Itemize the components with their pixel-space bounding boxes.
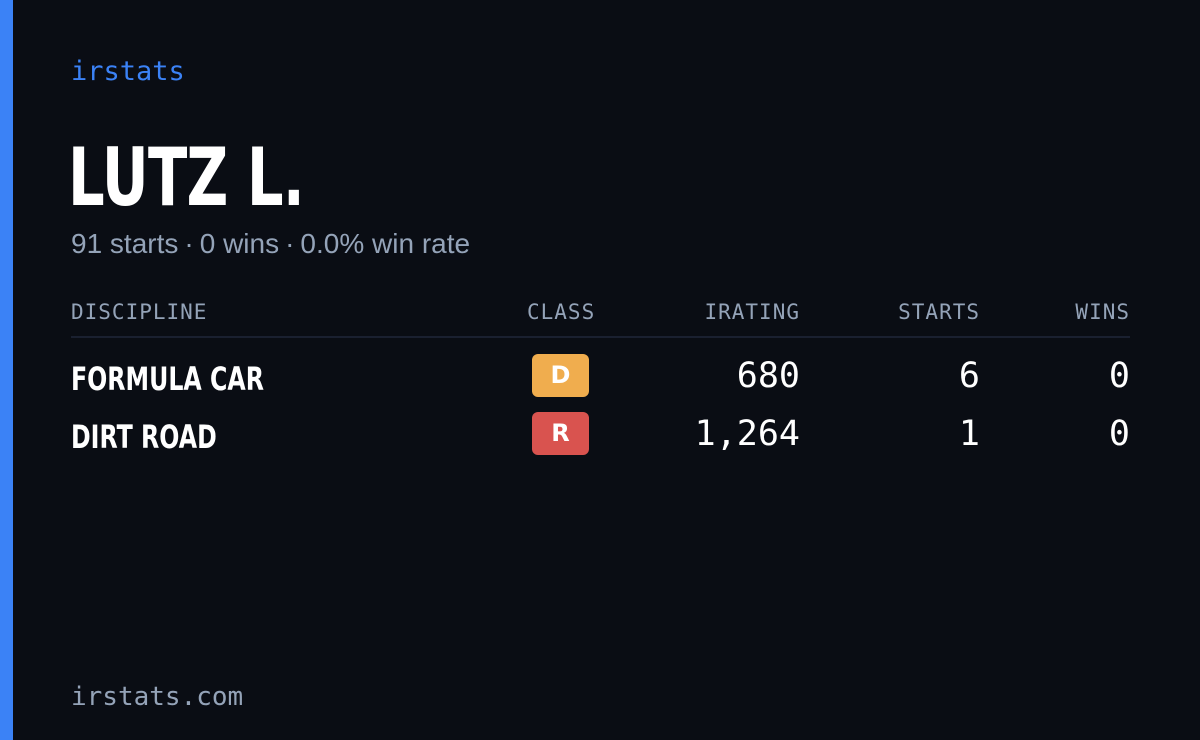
header-divider: [71, 336, 1130, 338]
irating-value: 1,264: [694, 414, 800, 454]
accent-bar: [0, 0, 13, 740]
wins-value: 0: [1108, 414, 1130, 454]
header-irating: IRATING: [704, 300, 800, 324]
table-row: DIRT ROAD R 1,264 1 0: [0, 412, 1200, 462]
starts-value: 1: [958, 414, 980, 454]
driver-summary: 91 starts · 0 wins · 0.0% win rate: [71, 228, 470, 260]
discipline-name: DIRT ROAD: [71, 418, 217, 456]
summary-win-rate: 0.0% win rate: [300, 228, 471, 259]
header-wins: WINS: [1075, 300, 1130, 324]
irating-value: 680: [736, 356, 800, 396]
license-class-badge: R: [532, 412, 589, 455]
discipline-name: FORMULA CAR: [71, 360, 264, 398]
starts-value: 6: [958, 356, 980, 396]
summary-wins: 0 wins: [199, 228, 280, 259]
summary-starts: 91 starts: [71, 228, 179, 259]
footer-url: irstats.com: [71, 682, 244, 712]
header-discipline: DISCIPLINE: [71, 300, 208, 324]
table-row: FORMULA CAR D 680 6 0: [0, 354, 1200, 404]
brand-logo: irstats: [71, 56, 185, 87]
summary-separator: ·: [184, 228, 194, 259]
driver-name: LUTZ L.: [68, 131, 305, 224]
wins-value: 0: [1108, 356, 1130, 396]
license-class-badge: D: [532, 354, 589, 397]
header-class: CLASS: [527, 300, 596, 324]
summary-separator: ·: [285, 228, 295, 259]
header-starts: STARTS: [898, 300, 980, 324]
